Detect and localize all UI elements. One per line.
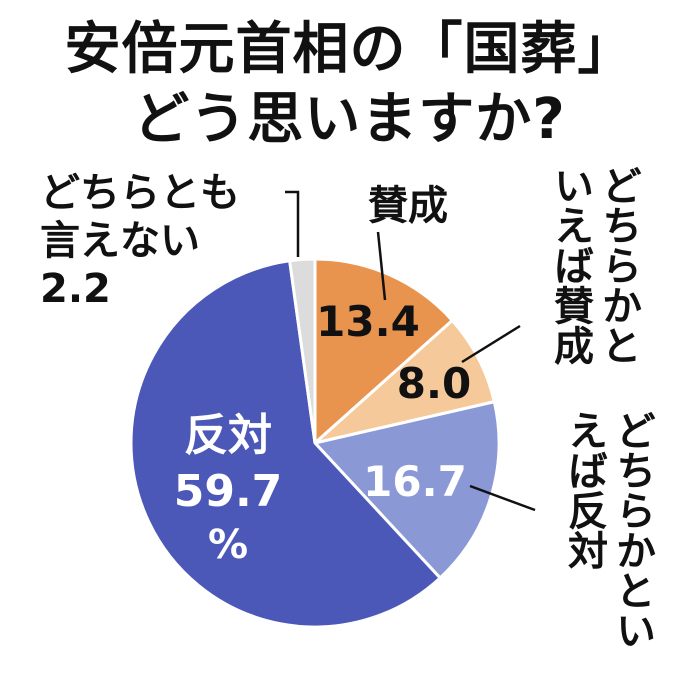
pie-slice-3 [129,259,443,629]
category-label-hantai: 反対 [184,410,272,461]
label-dochiratomo-line1: どちらとも [40,170,240,216]
label-sansei: 賛成 [368,183,448,229]
leader-line-dochira-hantai [469,484,536,512]
chart-title-line2: どう思いますか? [133,87,566,152]
leader-line-dochira-sansei [461,324,521,364]
pie-slice-1 [314,318,497,445]
label-dochira-hantai: どちらかといえば反対 [561,410,655,650]
value-label-hantai: 59.7 [174,466,283,517]
value-label-dochira-sansei: 8.0 [397,359,471,408]
leader-line-dochiratomo [285,190,300,257]
chart-title-line1: 安倍元首相の「国葬」 [64,17,635,82]
leader-line-sansei [376,231,387,301]
percent-sign: % [208,522,248,568]
label-dochiratomo-line2: 言えない [40,218,200,264]
value-label-dochira-hantai: 16.7 [363,457,467,506]
label-dochira-sansei: どちらかといえば賛成 [547,165,641,365]
pie-slice-2 [312,399,501,581]
value-label-sansei: 13.4 [316,297,420,346]
pie-slice-0 [313,257,455,447]
pie-slice-4 [287,257,317,444]
label-dochiratomo-value: 2.2 [40,266,111,312]
